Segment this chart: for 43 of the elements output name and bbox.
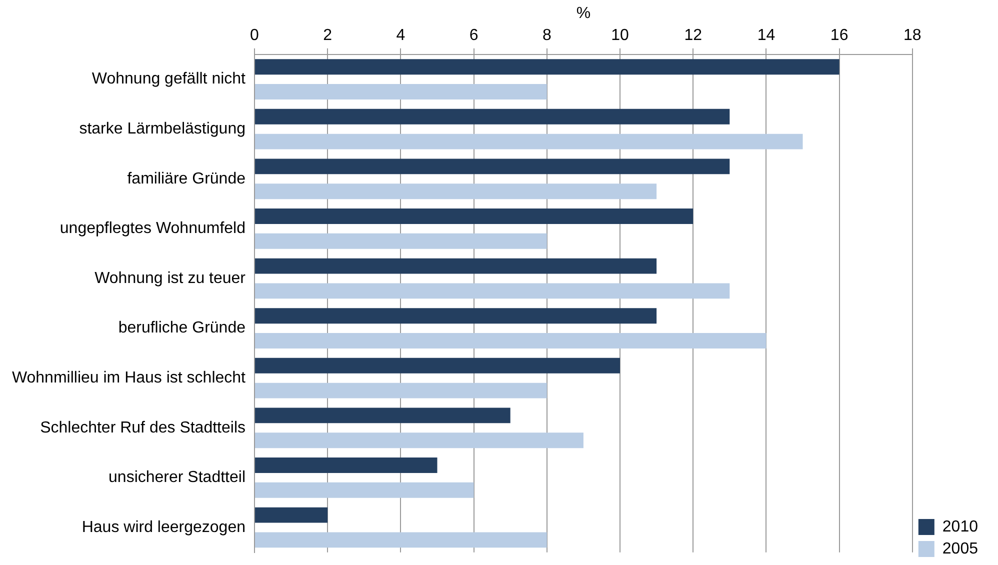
bar	[255, 233, 547, 249]
bar	[255, 258, 657, 274]
y-tick-label: unsicherer Stadtteil	[108, 469, 246, 486]
y-tick-label: familiäre Gründe	[127, 170, 246, 188]
bar	[255, 458, 438, 473]
legend-label: 2005	[942, 540, 978, 558]
bar	[255, 283, 730, 299]
legend-label: 2010	[942, 518, 978, 536]
y-tick-label: starke Lärmbelästigung	[79, 120, 246, 138]
x-tick-label: 2	[323, 27, 332, 44]
bar	[255, 308, 657, 324]
x-tick-label: 16	[830, 27, 848, 44]
x-tick-label: 0	[250, 27, 260, 44]
x-tick-label: 6	[469, 27, 478, 44]
bar	[255, 482, 474, 498]
bar	[255, 333, 766, 348]
bar	[255, 108, 730, 124]
x-axis-title: %	[576, 5, 591, 22]
bar	[255, 134, 803, 150]
x-tick-label: 14	[757, 27, 776, 44]
y-tick-label: Wohnung gefällt nicht	[92, 70, 246, 88]
y-tick-label: ungepflegtes Wohnumfeld	[60, 220, 246, 238]
bar	[255, 59, 840, 75]
y-tick-label: Wohnmillieu im Haus ist schlecht	[12, 370, 246, 387]
x-tick-label: 10	[611, 27, 630, 44]
y-tick-label: Haus wird leergezogen	[82, 518, 246, 536]
bar	[255, 84, 547, 100]
y-tick-label: Wohnung ist zu teuer	[94, 270, 246, 287]
x-tick-label: 8	[542, 27, 552, 44]
bar	[255, 432, 584, 448]
x-tick-label: 18	[904, 27, 922, 44]
y-tick-label: Schlechter Ruf des Stadtteils	[40, 419, 246, 436]
bar	[255, 408, 510, 424]
bar	[255, 208, 694, 224]
bar	[255, 382, 547, 398]
y-tick-label: berufliche Gründe	[118, 320, 246, 337]
bar	[255, 507, 328, 523]
bar	[255, 158, 730, 174]
x-tick-label: 4	[396, 27, 406, 44]
bar	[255, 532, 547, 548]
bar	[255, 358, 620, 374]
x-tick-label: 12	[684, 27, 702, 44]
bar	[255, 184, 657, 200]
